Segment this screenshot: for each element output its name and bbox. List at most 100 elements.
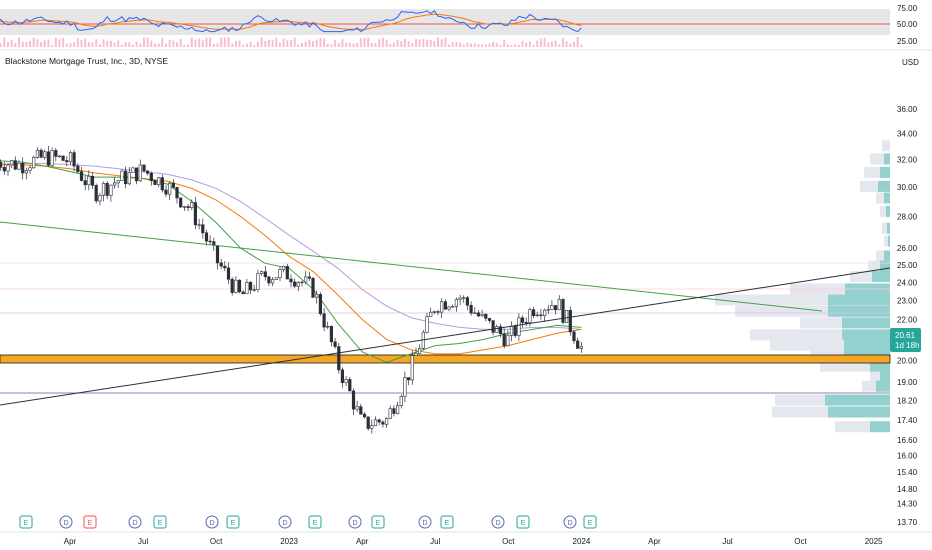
candle-body <box>403 377 407 397</box>
event-label: E <box>445 520 450 527</box>
earnings-event[interactable] <box>19 515 33 529</box>
candle-body <box>484 313 488 319</box>
rsi-volume-bar <box>580 44 583 47</box>
event-label: D <box>132 520 137 527</box>
volume-profile-up <box>876 380 890 392</box>
event-label: E <box>313 520 318 527</box>
rsi-volume-bar <box>238 40 241 47</box>
rsi-volume-bar <box>499 44 502 47</box>
rsi-volume-bar <box>400 41 403 47</box>
currency-label: USD <box>902 58 919 67</box>
time-tick: Apr <box>648 537 661 546</box>
event-label: D <box>282 520 287 527</box>
rsi-volume-bar <box>495 42 498 47</box>
candle-body <box>296 282 300 287</box>
rsi-volume-bar <box>426 39 428 47</box>
candle-body <box>326 325 330 328</box>
rsi-volume-bar <box>91 42 94 47</box>
volume-profile-row <box>876 250 890 262</box>
candle-body <box>57 155 61 158</box>
candle-body <box>182 206 187 208</box>
candle-body <box>425 316 429 333</box>
volume-profile-row <box>735 305 890 317</box>
candle-body <box>65 160 69 163</box>
rsi-volume-bar <box>58 39 61 47</box>
price-axis[interactable]: 36.00 34.00 32.00 30.00 28.00 26.00 25.00 24.00… <box>897 105 918 527</box>
candle-body <box>10 160 14 166</box>
candle-body <box>337 346 341 371</box>
candle-body <box>395 405 400 414</box>
candle-body <box>259 271 264 274</box>
earnings-event[interactable] <box>226 515 240 529</box>
rsi-volume-bar <box>117 40 120 47</box>
candle-body <box>513 325 517 336</box>
trendline-ascending[interactable] <box>0 267 891 406</box>
support-band[interactable] <box>0 354 891 364</box>
candle-body <box>561 299 565 323</box>
dividend-event[interactable] <box>491 515 505 529</box>
rsi-volume-bar <box>187 44 190 47</box>
dividend-event[interactable] <box>128 515 142 529</box>
rsi-band <box>0 9 890 35</box>
rsi-volume-bar <box>319 37 322 47</box>
trendline-descending[interactable] <box>0 221 823 312</box>
rsi-volume-bar <box>558 44 561 47</box>
candle-body <box>179 197 183 208</box>
rsi-volume-bar <box>506 44 509 47</box>
rsi-volume-bar <box>356 43 359 47</box>
earnings-event[interactable] <box>516 515 530 529</box>
rsi-volume-bar <box>231 43 234 47</box>
candle-body <box>293 281 297 287</box>
price-tick: 30.00 <box>897 183 918 192</box>
rsi-tick-75: 75.00 <box>897 4 918 13</box>
rsi-volume-bar <box>337 43 340 47</box>
earnings-event[interactable] <box>308 515 322 529</box>
earnings-event[interactable] <box>153 515 167 529</box>
volume-profile-up <box>884 192 890 204</box>
earnings-event[interactable] <box>371 515 385 529</box>
candle-body <box>344 379 348 383</box>
rsi-volume-bar <box>128 42 131 47</box>
rsi-volume-bar <box>220 37 223 47</box>
earnings-event[interactable] <box>440 515 454 529</box>
candle-body <box>61 155 65 161</box>
candle-body <box>469 304 473 314</box>
candle-body <box>13 160 17 170</box>
dividend-event[interactable] <box>563 515 577 529</box>
price-tick: 32.00 <box>897 155 918 164</box>
candle-body <box>388 408 392 419</box>
rsi-volume-bar <box>205 37 208 47</box>
rsi-volume-bar <box>440 39 443 47</box>
dividend-event[interactable] <box>205 515 219 529</box>
candle-body <box>340 369 345 383</box>
volume-profile-row <box>835 421 890 433</box>
time-axis[interactable]: Apr Jul Oct 2023 Apr Jul Oct 2024 Apr Jul Oct 2025 <box>64 537 883 546</box>
rsi-volume-bar <box>47 39 50 47</box>
dividend-event[interactable] <box>59 515 73 529</box>
rsi-volume-bar <box>525 42 528 47</box>
candle-body <box>105 183 109 196</box>
rsi-volume-bar <box>462 44 465 47</box>
volume-profile-up <box>872 271 890 282</box>
rsi-volume-bar <box>459 42 462 47</box>
candle-body <box>285 265 289 280</box>
rsi-volume-bar <box>514 44 517 47</box>
rsi-volume-bar <box>308 39 311 47</box>
dividend-event[interactable] <box>278 515 292 529</box>
candle-body <box>241 291 245 295</box>
dividend-event[interactable] <box>348 515 362 529</box>
price-tick: 26.00 <box>897 244 918 253</box>
dividend-event[interactable] <box>418 515 432 529</box>
candle-body <box>190 202 194 209</box>
rsi-volume-bar <box>433 40 436 47</box>
earnings-event[interactable] <box>83 515 97 529</box>
rsi-volume-bar <box>359 38 362 47</box>
candle-body <box>101 183 106 196</box>
event-label: D <box>352 520 357 527</box>
earnings-event[interactable] <box>583 515 597 529</box>
rsi-volume-bar <box>29 41 31 47</box>
price-tick: 15.40 <box>897 468 918 477</box>
candle-body <box>157 177 161 186</box>
candle-body <box>94 185 98 202</box>
